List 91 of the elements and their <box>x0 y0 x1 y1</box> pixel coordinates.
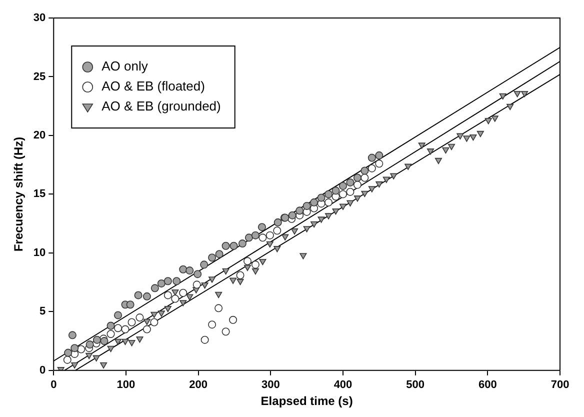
point <box>93 336 102 344</box>
x-tick-label: 400 <box>334 379 352 392</box>
point <box>238 240 246 248</box>
point <box>164 291 172 300</box>
x-tick-label: 100 <box>116 379 136 392</box>
point <box>114 311 122 320</box>
legend-label: AO only <box>102 58 148 74</box>
point <box>208 320 216 329</box>
point <box>86 340 94 349</box>
point <box>266 231 274 240</box>
x-tick-label: 600 <box>478 379 497 392</box>
x-tick-label: 300 <box>261 379 280 392</box>
point <box>338 182 347 190</box>
point <box>64 348 72 357</box>
point <box>128 318 136 326</box>
point <box>142 292 151 300</box>
y-tick-label: 0 <box>40 364 46 376</box>
point <box>114 324 122 332</box>
point <box>186 266 194 275</box>
point <box>150 284 159 292</box>
x-tick-label: 0 <box>50 379 57 392</box>
y-tick-label: 5 <box>40 306 46 318</box>
point <box>251 260 260 269</box>
point <box>179 265 188 274</box>
point <box>258 234 267 242</box>
point <box>172 277 181 286</box>
point <box>324 190 333 198</box>
point <box>157 279 166 288</box>
point <box>338 190 347 198</box>
point <box>192 280 201 289</box>
point <box>353 180 362 189</box>
point <box>200 260 208 269</box>
point <box>360 166 369 175</box>
y-tick-label: 10 <box>33 246 46 259</box>
point <box>258 223 266 232</box>
point <box>179 288 188 297</box>
y-tick-label: 25 <box>33 70 46 83</box>
y-tick-label: 15 <box>33 188 46 200</box>
point <box>368 164 376 172</box>
point <box>222 242 230 250</box>
point <box>274 218 282 226</box>
point <box>200 336 209 344</box>
point <box>288 211 296 220</box>
point <box>360 174 369 182</box>
x-tick-label: 700 <box>550 379 570 392</box>
point <box>126 300 134 309</box>
point <box>230 242 238 250</box>
point <box>346 178 354 186</box>
point <box>375 160 384 168</box>
point <box>194 270 202 278</box>
point <box>310 198 318 206</box>
point <box>70 344 79 352</box>
legend-label: AO & EB (floated) <box>102 78 205 94</box>
point <box>251 231 260 240</box>
point <box>214 304 223 312</box>
point <box>222 328 230 336</box>
point <box>244 257 252 266</box>
x-tick-label: 200 <box>189 379 208 392</box>
point <box>100 337 108 346</box>
point <box>375 151 384 160</box>
point <box>215 250 224 258</box>
point <box>134 291 142 300</box>
point <box>142 325 151 334</box>
point <box>332 186 340 195</box>
point <box>368 154 376 162</box>
x-axis-title: Elapsed time (s) <box>260 394 353 408</box>
point <box>106 330 115 338</box>
y-tick-label: 20 <box>33 130 46 142</box>
point <box>236 271 244 280</box>
legend-label: AO & EB (grounded) <box>102 98 221 114</box>
point <box>68 331 76 340</box>
point <box>136 314 144 322</box>
point <box>353 174 362 182</box>
point <box>208 254 216 262</box>
point <box>229 316 238 324</box>
x-tick-label: 500 <box>406 379 425 392</box>
y-tick-label: 30 <box>33 12 46 24</box>
point <box>63 356 72 364</box>
point <box>121 325 130 334</box>
point <box>302 202 311 210</box>
point <box>150 318 158 326</box>
point <box>324 198 333 206</box>
point <box>317 194 326 202</box>
point <box>346 188 354 196</box>
point <box>164 277 172 286</box>
y-axis-title: Frecuency shift (Hz) <box>12 136 26 252</box>
point <box>244 234 253 242</box>
point <box>171 294 180 303</box>
point <box>273 226 282 235</box>
point <box>296 206 304 215</box>
point <box>106 322 115 330</box>
